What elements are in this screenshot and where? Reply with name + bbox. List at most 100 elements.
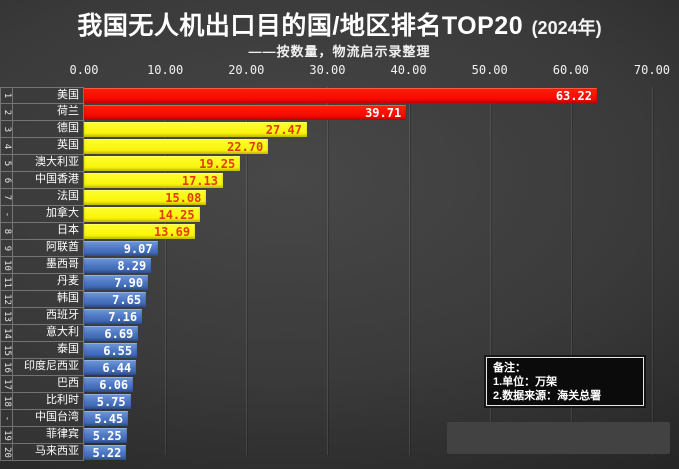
category-label: 韩国 — [13, 291, 84, 308]
rank-cell: 20 — [0, 444, 13, 461]
category-label: 美国 — [13, 87, 84, 104]
bar-cell: 39.71 — [84, 104, 679, 121]
value-label: 5.22 — [92, 445, 122, 460]
chart-row: 12 韩国 7.65 — [0, 291, 679, 308]
chart-row: 4 英国 22.70 — [0, 138, 679, 155]
chart-row: 8 日本 13.69 — [0, 223, 679, 240]
chart-row: - 加拿大 14.25 — [0, 206, 679, 223]
chart-row: 10 墨西哥 8.29 — [0, 257, 679, 274]
bar: 9.07 — [84, 241, 158, 256]
category-label: 意大利 — [13, 325, 84, 342]
chart-row: 6 中国香港 17.13 — [0, 172, 679, 189]
category-label: 澳大利亚 — [13, 155, 84, 172]
bar-cell: 14.25 — [84, 206, 679, 223]
category-label: 荷兰 — [13, 104, 84, 121]
x-axis-tick: 20.00 — [228, 63, 265, 77]
chart-title: 我国无人机出口目的国/地区排名TOP20 (2024年) — [0, 6, 679, 42]
value-label: 6.55 — [103, 343, 133, 358]
rank-cell: 19 — [0, 427, 13, 444]
bar: 6.55 — [84, 343, 138, 358]
rank-label: 13 — [2, 310, 12, 322]
bar: 19.25 — [84, 156, 241, 171]
rank-label: 4 — [1, 143, 12, 149]
bar-cell: 17.13 — [84, 172, 679, 189]
rank-label: 19 — [2, 429, 12, 441]
rank-label: 3 — [1, 126, 12, 132]
chart-row: 2 荷兰 39.71 — [0, 104, 679, 121]
x-axis: 0.00 10.00 20.00 30.00 40.00 50.00 60.00 70.00 — [0, 63, 679, 81]
bar: 7.65 — [84, 292, 147, 307]
rank-cell: 10 — [0, 257, 13, 274]
rank-cell: 18 — [0, 393, 13, 410]
note-title: 备注： — [493, 362, 526, 374]
rank-cell: 11 — [0, 274, 13, 291]
note-box: 备注： 1.单位：万架 2.数据来源：海关总署 — [486, 357, 644, 406]
rank-label: 5 — [1, 160, 12, 166]
rank-cell: 12 — [0, 291, 13, 308]
bar: 6.06 — [84, 377, 134, 392]
bar: 17.13 — [84, 173, 223, 188]
bar: 8.29 — [84, 258, 152, 273]
gridline — [570, 87, 572, 455]
category-label: 西班牙 — [13, 308, 84, 325]
rank-cell: 13 — [0, 308, 13, 325]
rank-label: 11 — [2, 276, 12, 288]
chart-row: 5 澳大利亚 19.25 — [0, 155, 679, 172]
bar-cell: 6.55 — [84, 342, 679, 359]
bar: 6.44 — [84, 360, 137, 375]
bar-cell: 63.22 — [84, 87, 679, 104]
rank-label: 6 — [1, 177, 12, 183]
rank-cell: 2 — [0, 104, 13, 121]
bar: 5.45 — [84, 411, 129, 426]
chart-row: 14 意大利 6.69 — [0, 325, 679, 342]
value-label: 8.29 — [117, 258, 147, 273]
value-label: 17.13 — [181, 173, 218, 188]
chart-row: 20 马来西亚 5.22 — [0, 444, 679, 461]
chart-row: 1 美国 63.22 — [0, 87, 679, 104]
x-axis-tick: 40.00 — [390, 63, 427, 77]
rank-cell: 1 — [0, 87, 13, 104]
bar-cell: 22.70 — [84, 138, 679, 155]
bar: 22.70 — [84, 139, 269, 154]
bar-cell: 6.69 — [84, 325, 679, 342]
note-line-unit: 1.单位：万架 — [493, 376, 558, 388]
value-label: 7.90 — [114, 275, 144, 290]
bar-cell: 5.75 — [84, 393, 679, 410]
rank-cell: 6 — [0, 172, 13, 189]
rank-label: 17 — [2, 378, 12, 390]
category-label: 巴西 — [13, 376, 84, 393]
category-label: 中国香港 — [13, 172, 84, 189]
x-axis-tick: 30.00 — [309, 63, 346, 77]
bar-cell: 6.44 — [84, 359, 679, 376]
value-label: 13.69 — [153, 224, 191, 239]
bar-cell: 27.47 — [84, 121, 679, 138]
bar-cell: 7.90 — [84, 274, 679, 291]
rank-label: 1 — [1, 92, 12, 99]
rank-label: 14 — [2, 327, 12, 339]
gridline — [246, 87, 248, 455]
chart-title-text: 我国无人机出口目的国/地区排名TOP20 — [77, 12, 524, 40]
rank-label: 18 — [2, 395, 12, 407]
category-label: 丹麦 — [13, 274, 84, 291]
rank-cell: 8 — [0, 223, 13, 240]
rank-cell: - — [0, 206, 13, 223]
rank-cell: - — [0, 410, 13, 427]
chart-row: 9 阿联酋 9.07 — [0, 240, 679, 257]
bar: 39.71 — [84, 105, 407, 120]
value-label: 15.08 — [165, 190, 202, 205]
value-label: 7.16 — [108, 309, 138, 324]
rank-cell: 9 — [0, 240, 13, 257]
gridline — [489, 87, 491, 455]
value-label: 5.45 — [94, 411, 124, 426]
value-label: 27.47 — [265, 122, 302, 137]
category-label: 阿联酋 — [13, 240, 84, 257]
rank-label: - — [1, 211, 12, 217]
chart-row: 3 德国 27.47 — [0, 121, 679, 138]
bar: 13.69 — [84, 224, 196, 239]
chart-row: 17 巴西 6.06 — [0, 376, 679, 393]
category-label: 泰国 — [13, 342, 84, 359]
value-label: 9.07 — [123, 241, 153, 256]
rank-cell: 14 — [0, 325, 13, 342]
value-label: 39.71 — [365, 105, 402, 120]
bar-cell: 8.29 — [84, 257, 679, 274]
